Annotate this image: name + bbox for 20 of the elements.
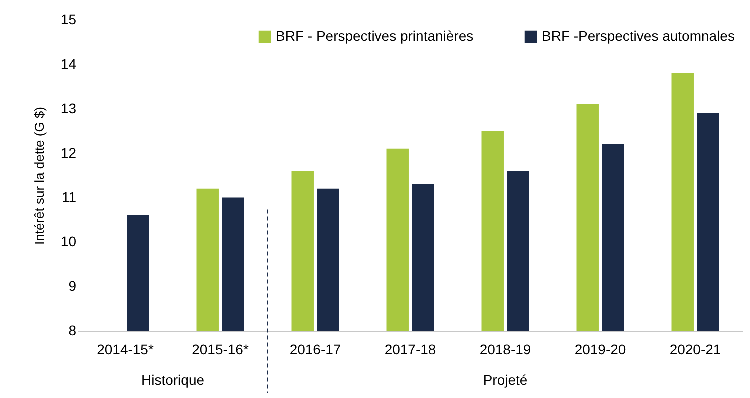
text: Historique — [141, 372, 205, 388]
x-tick-label: 2019-20 — [574, 342, 626, 358]
x-tick-label: 2016-17 — [290, 342, 342, 358]
y-tick-label: 9 — [68, 278, 77, 294]
y-tick-label: 10 — [60, 234, 77, 250]
y-tick-label: 11 — [62, 189, 77, 206]
legend-label: BRF - Perspectives printanières — [276, 28, 474, 44]
y-tick-label: 12 — [60, 144, 77, 161]
x-tick-label: 2020-21 — [670, 342, 722, 358]
y-tick-label: 14 — [60, 56, 77, 72]
legend-label: BRF -Perspectives automnales — [542, 28, 735, 44]
y-axis-title: Intérêt sur la dette (G $) — [32, 106, 47, 246]
x-tick-label: 2014-15* — [97, 342, 154, 358]
y-tick-label: 13 — [60, 100, 77, 116]
x-tick-label: 2017-18 — [384, 342, 436, 358]
text: Projeté — [483, 372, 528, 388]
x-tick-label: 2018-19 — [480, 342, 532, 358]
y-tick-label: 8 — [68, 322, 77, 338]
y-tick-label: 15 — [60, 12, 77, 28]
x-tick-label: 2015-16* — [192, 342, 250, 358]
